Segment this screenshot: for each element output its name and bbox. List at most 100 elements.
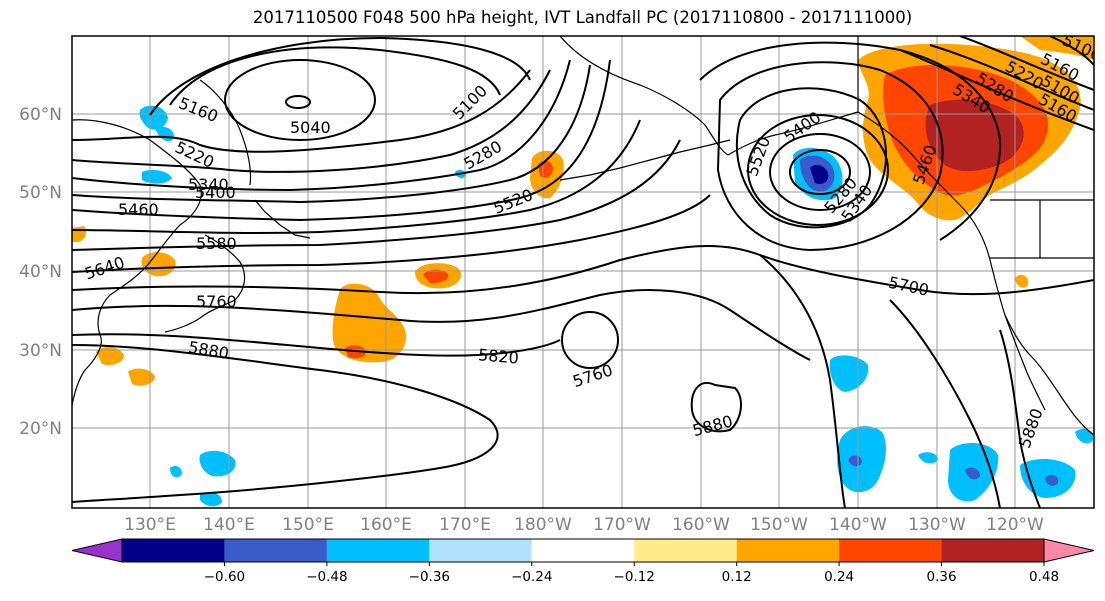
contour-east-4 [735, 87, 887, 229]
ivt-negative-region-120w-inner [1045, 474, 1059, 486]
colorbar-tick-label: −0.48 [306, 569, 347, 585]
coast-kuril [254, 199, 311, 239]
contour-5820 [72, 333, 561, 357]
lat-label: 50°N [19, 183, 62, 203]
ivt-positive-region-west2 [128, 368, 155, 386]
lon-label: 130°E [124, 515, 176, 535]
ivt-negative-region-east [1075, 428, 1094, 444]
contour-label: 5460 [118, 200, 159, 219]
contour-5640 [72, 194, 711, 273]
colorbar: −0.60 −0.48 −0.36 −0.24 −0.12 0.12 0.24 0.36 0.4… [71, 538, 1095, 585]
lon-label: 140°E [203, 515, 255, 535]
colorbar-segment [122, 539, 225, 562]
ivt-negative-region-low-core [810, 164, 829, 184]
lon-label: 130°W [908, 515, 966, 535]
ivt-negative-region-sw3 [200, 492, 222, 507]
contour-5880-a [72, 344, 499, 503]
lon-label: 160°E [360, 515, 412, 535]
coast-aleutians [559, 139, 731, 181]
coast-asia [72, 119, 202, 406]
colorbar-tick-label: −0.24 [511, 569, 552, 585]
map-area: 5160 5040 5100 5280 5220 5340 5400 5460 … [72, 36, 1094, 508]
lon-axis-labels: 130°E 140°E 150°E 160°E 170°E 180°W 170°… [124, 515, 1044, 535]
lon-label: 150°E [282, 515, 334, 535]
contour-5760-closed [561, 311, 619, 369]
contour-label: 5580 [196, 234, 237, 253]
lon-label: 170°E [439, 515, 491, 535]
height-contours [72, 36, 1094, 508]
ivt-negative-region-140w-2 [837, 426, 886, 493]
colorbar-segment [429, 539, 532, 562]
contour-label: 5400 [195, 183, 236, 202]
ivt-positive-region-170e-core [423, 269, 449, 284]
contour-label: 5820 [477, 345, 519, 367]
coast-na [857, 111, 1094, 436]
colorbar-tick-label: 0.36 [927, 569, 957, 585]
colorbar-segment [326, 539, 430, 562]
contour-5760-a [72, 289, 811, 361]
colorbar-tick-label: 0.12 [722, 569, 752, 585]
contour-label: 5040 [290, 118, 331, 137]
contour-east-low-3 [747, 114, 889, 226]
contour-5700 [72, 244, 1094, 296]
ivt-negative-region-sw2 [170, 466, 182, 478]
ivt-positive-region-na [1015, 274, 1029, 288]
colorbar-tick-label: −0.12 [614, 569, 655, 585]
lon-label: 160°W [672, 515, 730, 535]
ivt-positive-region-west1 [96, 346, 124, 365]
colorbar-extend-min [71, 538, 123, 563]
contour-5220 [72, 69, 531, 153]
map-frame [71, 35, 1095, 509]
contour-ne-4 [1049, 36, 1094, 66]
contour-5340 [72, 59, 571, 192]
contour-label: 5760 [196, 292, 237, 311]
map-title: 2017110500 F048 500 hPa height, IVT Land… [252, 8, 913, 27]
contour-5460 [72, 59, 611, 222]
contour-5580 [72, 139, 681, 251]
lat-label: 20°N [19, 419, 62, 439]
ivt-negative-region-150w [918, 452, 938, 464]
contour-ne-2 [929, 44, 1094, 111]
colorbar-tick-label: 0.48 [1029, 569, 1059, 585]
contour-closed-small [285, 95, 311, 109]
ivt-negative-region-140w [829, 355, 869, 392]
ivt-positive-region-central [332, 283, 407, 363]
colorbar-segment [634, 539, 737, 562]
colorbar-extend-max [1043, 538, 1095, 563]
colorbar-tick-label: 0.24 [824, 569, 854, 585]
contour-east-5 [716, 61, 944, 252]
lat-label: 60°N [19, 105, 62, 125]
contour-east-low-2 [769, 133, 871, 211]
contour-5880-closed [690, 382, 742, 433]
colorbar-segment [736, 539, 840, 562]
contour-label: 5340 [188, 175, 229, 194]
contour-5160 [149, 36, 531, 116]
coastlines [72, 36, 1094, 436]
lon-label: 150°W [750, 515, 808, 535]
colorbar-segment [941, 539, 1044, 562]
colorbar-segment [839, 539, 942, 562]
lat-axis-labels: 60°N 50°N 40°N 30°N 20°N [19, 105, 62, 439]
contour-east-trough-2 [889, 299, 1001, 508]
contour-ne-1 [959, 36, 1094, 91]
colorbar-segment [531, 539, 635, 562]
lat-label: 30°N [19, 341, 62, 361]
colorbar-outline [121, 538, 1045, 563]
lat-label: 40°N [19, 262, 62, 282]
border-states [990, 200, 1094, 259]
coast-baja [1004, 314, 1046, 411]
contour-5280 [72, 69, 551, 173]
contour-5040-low [224, 59, 376, 141]
colorbar-segment [224, 539, 327, 562]
coast-alaska [559, 36, 859, 156]
ivt-negative-region-130w-inner [965, 467, 980, 480]
colorbar-tick-label: −0.60 [204, 569, 245, 585]
lon-label: 120°W [986, 515, 1044, 535]
graticule [72, 36, 1094, 508]
contour-5520 [72, 119, 641, 234]
contour-ne-3 [899, 49, 1094, 131]
contour-5100 [169, 46, 501, 106]
colorbar-tick-label: −0.36 [409, 569, 450, 585]
ivt-positive-region-top [1020, 36, 1094, 60]
